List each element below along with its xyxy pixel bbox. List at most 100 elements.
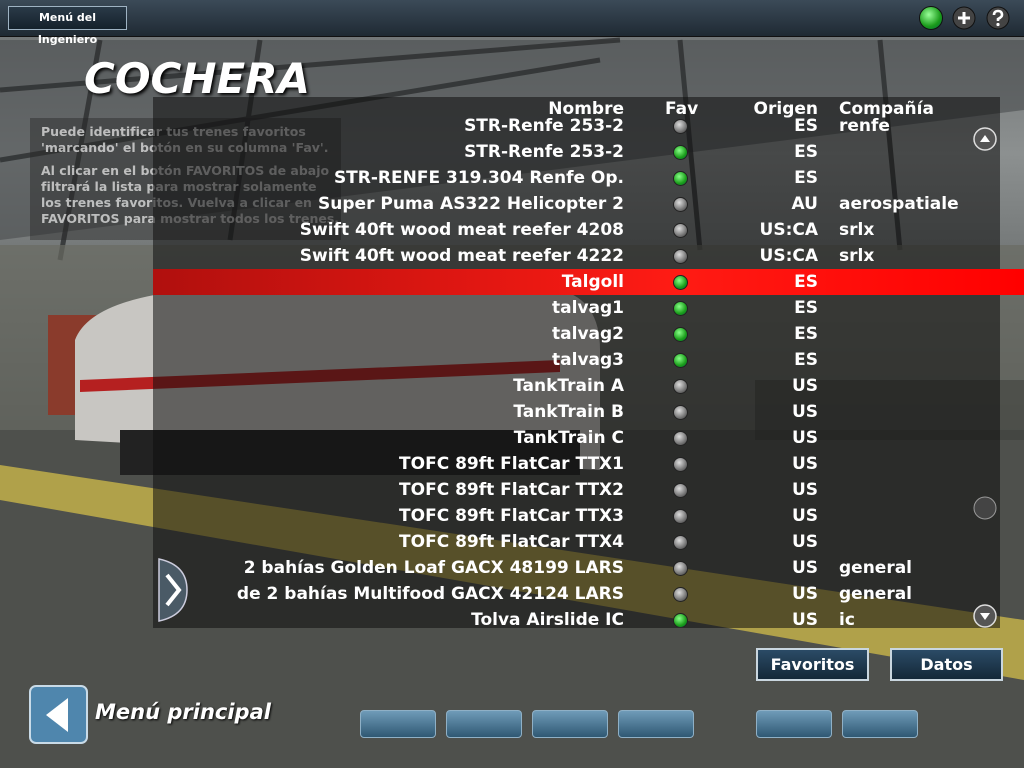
page-title: COCHERA [84, 54, 311, 103]
favorite-toggle[interactable] [673, 119, 688, 134]
train-row[interactable]: STR-RENFE 319.304 Renfe Op. ES [153, 165, 1024, 191]
train-origin: US [791, 558, 818, 578]
train-row[interactable]: TankTrain B US [153, 399, 1024, 425]
train-list-panel [153, 97, 1000, 628]
favorite-toggle[interactable] [673, 431, 688, 446]
train-row[interactable]: Super Puma AS322 Helicopter 2 AU aerospati… [153, 191, 1024, 217]
train-row[interactable]: STR-Renfe 253-2 ES [153, 139, 1024, 165]
train-company: general [839, 558, 913, 578]
favorite-toggle[interactable] [673, 587, 688, 602]
favorite-toggle[interactable] [673, 145, 688, 160]
favorite-toggle[interactable] [673, 535, 688, 550]
train-row[interactable]: 2 bahías Golden Loaf GACX 48199 LARS US ge… [153, 555, 1024, 581]
column-header[interactable]: Fav [665, 99, 699, 119]
train-row[interactable]: Swift 40ft wood meat reefer 4208 US:CA srl… [153, 217, 1024, 243]
favorite-toggle[interactable] [673, 379, 688, 394]
favorite-toggle[interactable] [673, 509, 688, 524]
train-row[interactable]: Talgoll ES [153, 269, 1024, 295]
back-button[interactable] [28, 684, 90, 746]
train-name: talvag3 [552, 350, 624, 370]
train-row[interactable]: talvag1 ES [153, 295, 1024, 321]
train-row[interactable]: TOFC 89ft FlatCar TTX2 US [153, 477, 1024, 503]
train-row[interactable]: de 2 bahías Multifood GACX 42124 LARS US g… [153, 581, 1024, 607]
train-row[interactable]: Tolva Airslide IC US ic [153, 607, 1024, 627]
zoom-in-icon[interactable] [952, 6, 976, 30]
table-header: Nombre Fav Origen Compañía [153, 97, 1000, 123]
train-row[interactable]: talvag2 ES [153, 321, 1024, 347]
train-origin: AU [791, 194, 818, 214]
train-row[interactable]: TOFC 89ft FlatCar TTX1 US [153, 451, 1024, 477]
train-row[interactable]: STR-Renfe 253-2 ES renfe [153, 117, 1024, 139]
train-name: talvag1 [552, 298, 624, 318]
help-icon[interactable] [986, 6, 1010, 30]
scroll-thumb[interactable] [973, 496, 997, 520]
train-name: Tolva Airslide IC [471, 610, 624, 627]
train-company: general [839, 584, 913, 604]
train-origin: US [791, 428, 818, 448]
top-bar [0, 0, 1024, 37]
train-name: STR-RENFE 319.304 Renfe Op. [333, 168, 624, 188]
favorite-toggle[interactable] [673, 561, 688, 576]
favorite-toggle[interactable] [673, 223, 688, 238]
train-name: de 2 bahías Multifood GACX 42124 LARS [236, 584, 624, 604]
column-header[interactable]: Nombre [548, 99, 624, 119]
train-row[interactable]: TOFC 89ft FlatCar TTX4 US [153, 529, 1024, 555]
favorite-toggle[interactable] [673, 301, 688, 316]
scrollbar [973, 127, 997, 628]
train-origin: ES [794, 272, 818, 292]
train-name: TankTrain C [513, 428, 624, 448]
expand-arrow[interactable] [155, 555, 191, 625]
favorite-toggle[interactable] [673, 457, 688, 472]
train-list: STR-Renfe 253-2 ES renfe STR-Renfe 253-2 ES S… [153, 117, 1024, 627]
data-button[interactable]: Datos [890, 648, 1003, 681]
train-origin: US [791, 480, 818, 500]
train-origin: US [791, 532, 818, 552]
train-origin: ES [794, 298, 818, 318]
train-company: aerospatiale [839, 194, 959, 214]
train-name: STR-Renfe 253-2 [464, 142, 624, 162]
favorite-toggle[interactable] [673, 483, 688, 498]
train-row[interactable]: talvag3 ES [153, 347, 1024, 373]
rotate-left-button[interactable] [360, 710, 436, 738]
train-row[interactable]: Swift 40ft wood meat reefer 4222 US:CA srl… [153, 243, 1024, 269]
train-row[interactable]: TankTrain A US [153, 373, 1024, 399]
favorite-toggle[interactable] [673, 249, 688, 264]
favorite-toggle[interactable] [673, 197, 688, 212]
zoom-in-button[interactable] [532, 710, 608, 738]
train-name: TankTrain A [513, 376, 624, 396]
train-company: renfe [839, 117, 890, 136]
column-header[interactable]: Origen [753, 99, 818, 119]
train-name: 2 bahías Golden Loaf GACX 48199 LARS [243, 558, 624, 578]
favorites-button[interactable]: Favoritos [756, 648, 869, 681]
favorite-toggle[interactable] [673, 327, 688, 342]
train-name: TOFC 89ft FlatCar TTX2 [399, 480, 624, 500]
favorite-toggle[interactable] [673, 405, 688, 420]
favorite-toggle[interactable] [673, 353, 688, 368]
back-label[interactable]: Menú principal [95, 700, 271, 724]
train-origin: US:CA [759, 246, 818, 266]
train-origin: ES [794, 324, 818, 344]
horn-button[interactable] [842, 710, 918, 738]
train-company: srlx [839, 246, 875, 266]
favorite-toggle[interactable] [673, 171, 688, 186]
train-origin: US [791, 610, 818, 627]
train-name: STR-Renfe 253-2 [464, 117, 624, 136]
favorite-toggle[interactable] [673, 275, 688, 290]
train-name: TankTrain B [513, 402, 624, 422]
engineer-menu-button[interactable]: Menú del Ingeniero [8, 6, 127, 46]
train-row[interactable]: TankTrain C US [153, 425, 1024, 451]
headlight-button[interactable] [756, 710, 832, 738]
rotate-right-button[interactable] [446, 710, 522, 738]
train-name: Talgoll [561, 272, 624, 292]
train-name: TOFC 89ft FlatCar TTX1 [399, 454, 624, 474]
status-light [919, 6, 943, 30]
train-company: srlx [839, 220, 875, 240]
favorite-toggle[interactable] [673, 613, 688, 627]
train-name: TOFC 89ft FlatCar TTX4 [399, 532, 624, 552]
train-origin: US [791, 506, 818, 526]
zoom-out-button[interactable] [618, 710, 694, 738]
train-origin: ES [794, 142, 818, 162]
column-header[interactable]: Compañía [839, 99, 934, 119]
train-row[interactable]: TOFC 89ft FlatCar TTX3 US [153, 503, 1024, 529]
